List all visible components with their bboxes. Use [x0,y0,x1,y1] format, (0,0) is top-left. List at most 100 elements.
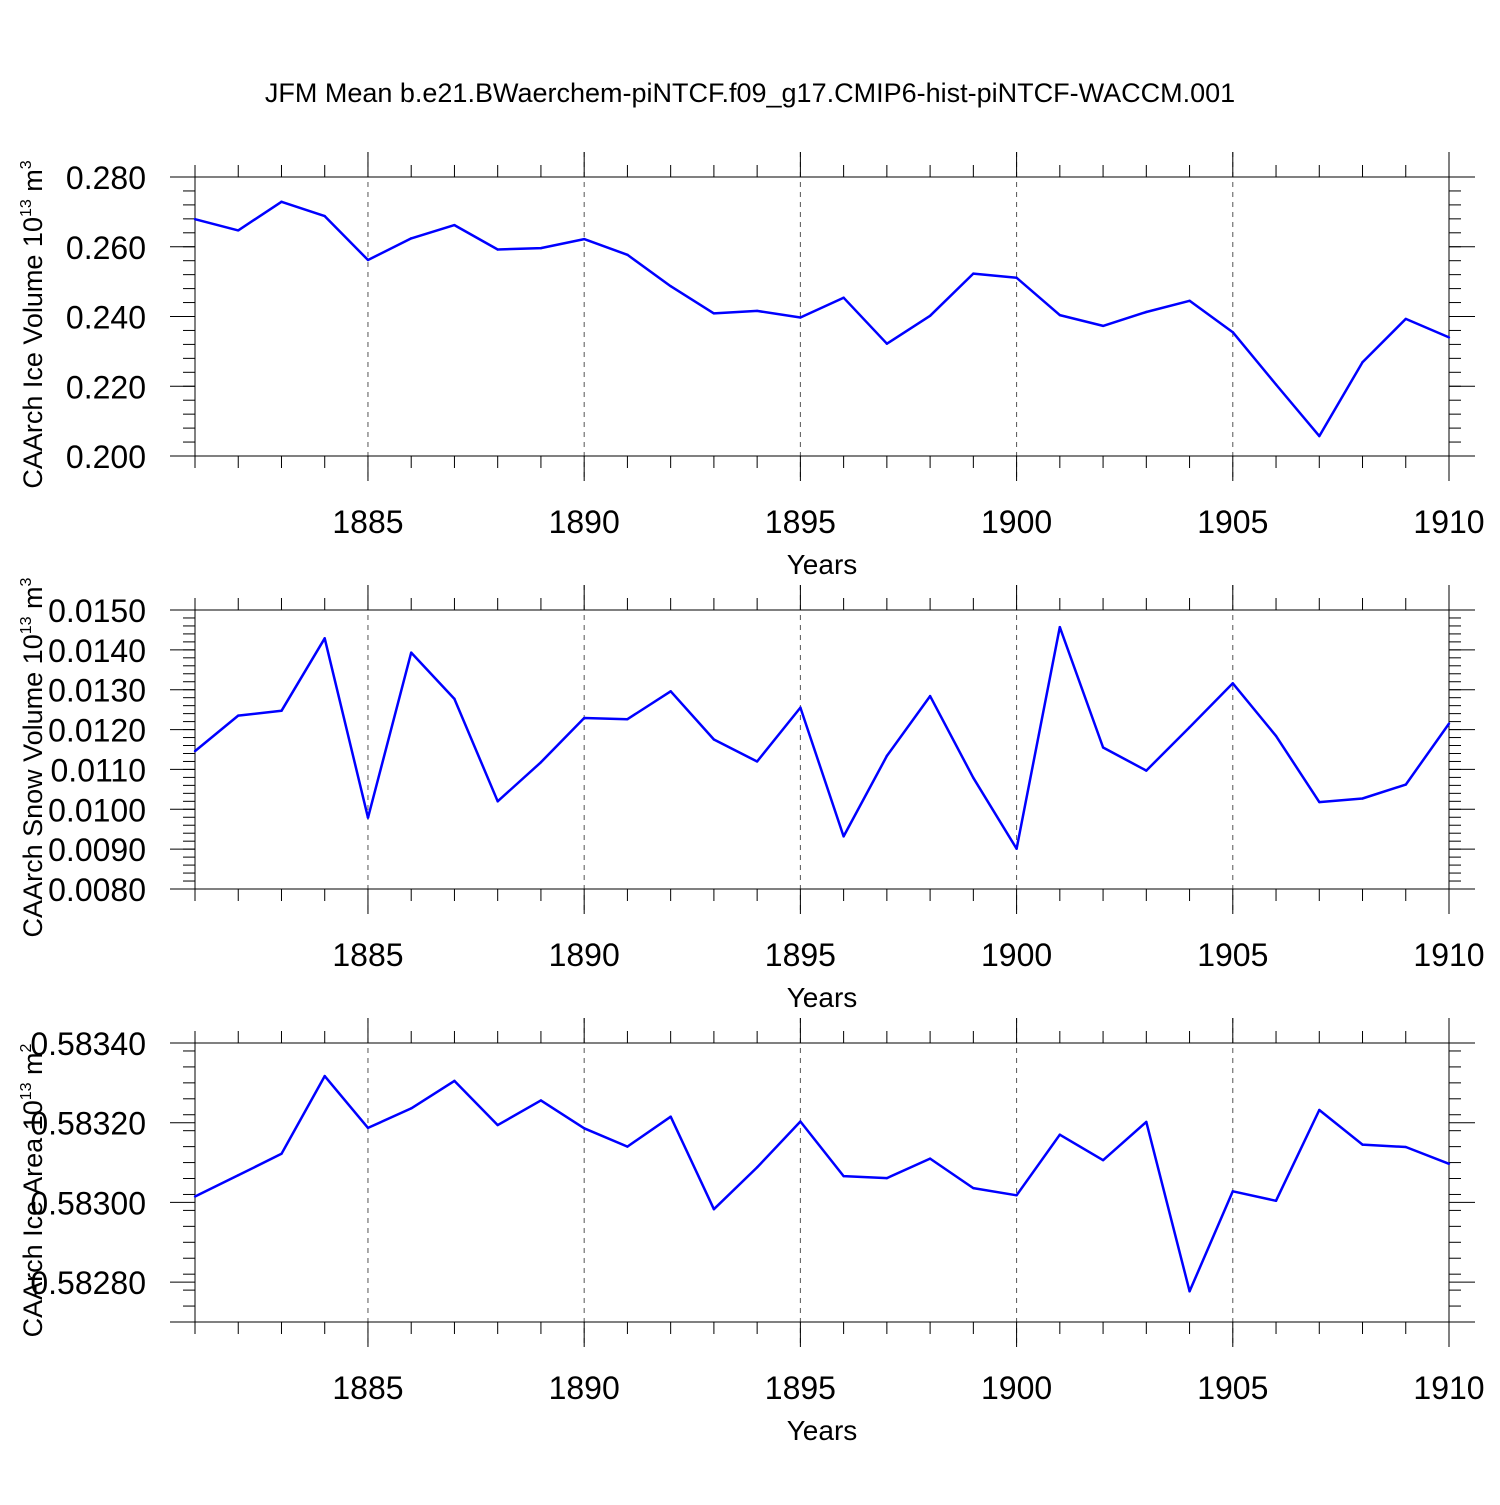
data-point [972,776,975,779]
x-tick-label: 1895 [765,504,836,540]
x-axis-label: Years [787,549,858,580]
data-point [712,738,716,741]
x-tick-label: 1910 [1413,504,1484,540]
data-point [842,835,845,838]
data-point [366,1126,370,1130]
y-tick-label: 0.0140 [48,633,146,669]
data-point [193,1195,197,1198]
figure-title: JFM Mean b.e21.BWaerchem-piNTCF.f09_g17.… [264,78,1236,108]
data-point [193,217,197,221]
data-point [626,1145,629,1148]
data-point [1404,1145,1407,1149]
data-point [755,1166,759,1169]
data-point [539,246,543,250]
data-point [799,706,802,709]
data-point [237,229,240,232]
data-point [842,1174,845,1178]
y-tick-label: 0.0090 [48,832,146,868]
y-tick-label: 0.58280 [30,1265,146,1301]
x-axis-label: Years [787,982,858,1013]
data-point [496,800,499,803]
data-point [280,709,283,713]
data-point [1274,734,1278,738]
data-point [453,223,456,227]
y-tick-label: 0.0120 [48,713,146,749]
x-tick-label: 1895 [765,937,836,973]
data-point [237,1174,240,1177]
data-point [323,214,326,218]
y-axis-label: CAArch Snow Volume 1013 m3 [18,577,48,937]
data-point [626,718,629,721]
data-point [755,760,759,763]
y-axis-label: CAArch Ice Volume 1013 m3 [18,160,48,488]
data-point [1318,1108,1321,1112]
x-tick-label: 1910 [1413,937,1484,973]
data-point [1015,276,1018,279]
data-point [1231,682,1234,685]
x-tick-label: 1885 [332,1370,403,1406]
data-point [1188,1290,1191,1293]
chart-panel-3: 0.58280 0.58300 0.58320 0.58340 1885 1890 1895… [18,1018,1485,1446]
data-point [1274,1199,1278,1203]
data-point [669,1115,672,1118]
data-point [755,309,759,313]
data-point [1361,360,1364,364]
y-tick-label: 0.0100 [48,792,146,828]
data-point [280,1152,283,1156]
series-line [194,625,1451,850]
data-point [1058,625,1062,629]
data-point [582,716,586,720]
data-point [1101,324,1105,328]
y-tick-label: 0.220 [66,369,146,405]
data-point [928,1157,932,1160]
data-point [582,237,586,241]
y-tick-label: 0.260 [66,230,146,266]
y-tick-label: 0.0130 [48,673,146,709]
data-point [453,697,456,701]
x-tick-label: 1905 [1197,504,1268,540]
data-point [669,284,672,288]
x-tick-label: 1885 [332,937,403,973]
data-point [237,714,240,717]
data-point [799,1120,802,1123]
data-point [366,816,370,819]
y-tick-label: 0.0080 [48,872,146,908]
data-point [799,316,802,319]
data-point [1058,1133,1062,1136]
data-point [626,253,629,256]
data-point [496,248,499,251]
data-point [1231,1190,1234,1193]
data-point [885,1176,889,1180]
data-point [366,258,370,262]
y-tick-label: 0.58300 [30,1185,146,1221]
data-point [712,1208,716,1211]
data-point [323,637,326,640]
data-point [410,651,413,654]
x-tick-label: 1900 [981,937,1052,973]
x-tick-label: 1900 [981,504,1052,540]
data-point [1058,313,1062,317]
x-axis-label: Years [787,1415,858,1446]
data-point [1404,317,1407,321]
y-tick-label: 0.0150 [48,593,146,629]
data-point [842,296,845,299]
y-tick-label: 0.280 [66,160,146,196]
data-point [453,1079,456,1083]
series-line [194,1074,1450,1293]
x-tick-label: 1905 [1197,1370,1268,1406]
data-point [1404,783,1407,786]
data-point [410,237,413,240]
data-point [1015,847,1018,850]
data-point [1145,310,1148,314]
x-tick-label: 1885 [332,504,403,540]
data-point [539,1099,543,1102]
data-point [1188,725,1191,729]
data-point [885,754,889,758]
data-point [1447,336,1451,339]
data-point [1101,746,1105,749]
y-tick-label: 0.58340 [30,1026,146,1062]
data-point [582,1127,586,1130]
data-point [972,272,975,275]
data-point [1447,722,1451,725]
